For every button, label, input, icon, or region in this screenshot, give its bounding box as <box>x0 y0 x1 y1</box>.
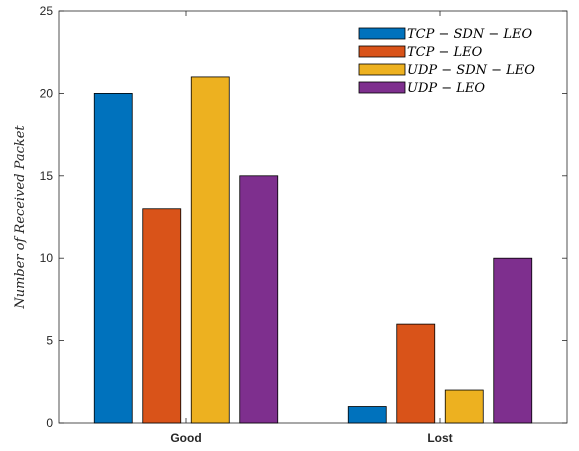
y-axis-label: Number of Received Packet <box>13 125 28 310</box>
y-tick-label: 10 <box>40 251 54 265</box>
y-tick-label: 15 <box>40 169 54 183</box>
bar-lost-series-2 <box>396 323 436 424</box>
bar-good-series-4 <box>239 175 279 424</box>
bar-good-series-1 <box>93 93 133 424</box>
x-axis: Good Lost <box>170 11 453 445</box>
y-tick-label: 5 <box>46 334 53 348</box>
y-tick-label: 20 <box>40 86 54 100</box>
y-tick-label: 25 <box>40 4 54 18</box>
legend-label: TCP − SDN − LEO <box>407 27 533 42</box>
legend-swatch <box>358 27 406 40</box>
bar-lost-series-4 <box>493 257 533 424</box>
bar-lost-series-1 <box>347 406 387 424</box>
x-category-label: Lost <box>427 431 452 445</box>
bar-lost-series-3 <box>444 389 484 424</box>
legend-swatch <box>358 63 406 76</box>
bars-group <box>93 76 533 424</box>
y-tick-label: 0 <box>46 416 53 430</box>
legend-label: UDP − LEO <box>407 81 485 96</box>
bar-good-series-2 <box>142 208 182 424</box>
bar-good-series-3 <box>190 76 230 424</box>
legend-label: UDP − SDN − LEO <box>407 63 535 78</box>
legend-swatch <box>358 81 406 94</box>
legend-swatch <box>358 45 406 58</box>
x-category-label: Good <box>170 431 201 445</box>
legend: TCP − SDN − LEO TCP − LEO UDP − SDN − LEO U… <box>350 19 562 101</box>
legend-label: TCP − LEO <box>407 45 483 60</box>
y-axis: 0 5 10 15 20 25 <box>40 4 567 430</box>
